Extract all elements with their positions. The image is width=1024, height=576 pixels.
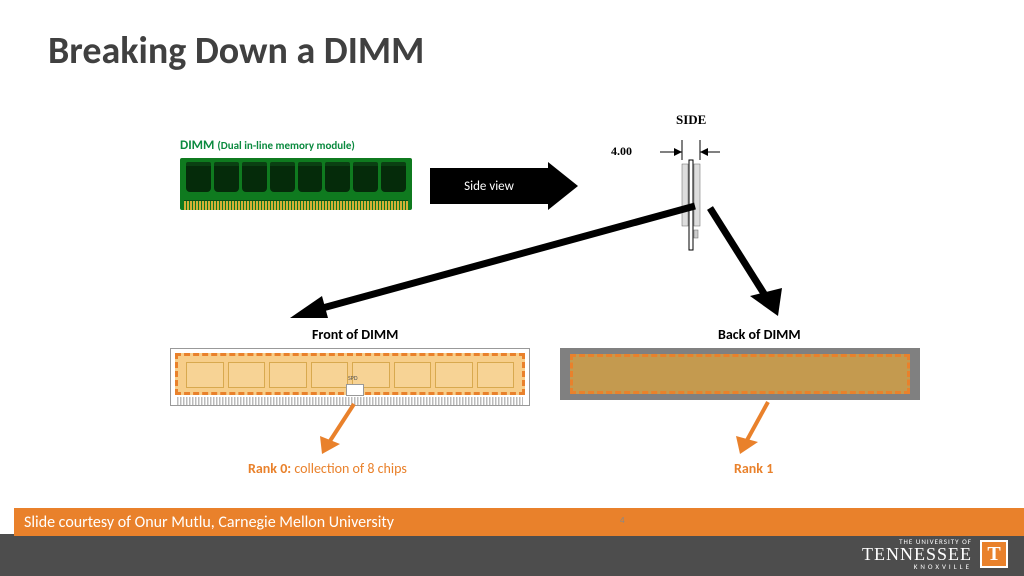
dimm-chip [353, 162, 378, 192]
ut-logo-line3: KNOXVILLE [862, 563, 972, 570]
spd-label: SPD [348, 374, 358, 382]
side-dim-value: 4.00 [611, 144, 632, 159]
ut-logo: THE UNIVERSITY OF TENNESSEE KNOXVILLE T [862, 538, 1008, 570]
page-number: 4 [620, 515, 625, 526]
arrow-to-back [700, 200, 850, 330]
front-chip-slot [269, 362, 307, 388]
dimm-chip [325, 162, 350, 192]
front-chip-slot [228, 362, 266, 388]
ut-logo-text: THE UNIVERSITY OF TENNESSEE KNOXVILLE [862, 538, 972, 570]
footer-credit-text: Slide courtesy of Onur Mutlu, Carnegie M… [24, 513, 394, 532]
dimm-label-sub: (Dual in-line memory module) [217, 139, 355, 152]
dimm-chip [186, 162, 211, 192]
dimm-label-main: DIMM [180, 138, 217, 153]
dimm-chip [298, 162, 323, 192]
front-chip-slot [394, 362, 432, 388]
rank0-label-bold: Rank 0: [248, 460, 294, 477]
front-dimm-diagram: SPD [170, 348, 530, 406]
spd-chip [346, 384, 364, 396]
dimm-chip [270, 162, 295, 192]
rank0-arrow [310, 400, 390, 462]
front-chip-slot [477, 362, 515, 388]
side-heading: SIDE [676, 112, 706, 128]
dimm-chip-row [180, 158, 412, 196]
rank1-label: Rank 1 [734, 460, 773, 477]
ut-logo-t-icon: T [980, 540, 1008, 568]
back-dimm-diagram [560, 348, 920, 400]
front-chip-slot [435, 362, 473, 388]
dimm-chip [242, 162, 267, 192]
slide-title: Breaking Down a DIMM [48, 28, 424, 74]
back-dimm-rank-highlight [570, 354, 910, 394]
rank0-label: Rank 0: collection of 8 chips [248, 460, 407, 477]
dimm-acronym-label: DIMM (Dual in-line memory module) [180, 138, 355, 153]
side-view-arrow: Side view [430, 168, 580, 204]
front-of-dimm-label: Front of DIMM [312, 326, 398, 343]
dimm-chip [214, 162, 239, 192]
rank1-arrow [720, 398, 790, 460]
side-view-arrow-label: Side view [430, 168, 548, 204]
footer-credit-bar: Slide courtesy of Onur Mutlu, Carnegie M… [14, 508, 1024, 536]
rank0-label-rest: collection of 8 chips [294, 460, 407, 477]
front-dimm-rank-highlight: SPD [175, 353, 525, 395]
back-of-dimm-label: Back of DIMM [718, 326, 801, 343]
front-chip-slot [311, 362, 349, 388]
dimm-chip [381, 162, 406, 192]
front-chip-slot [186, 362, 224, 388]
ut-logo-line2: TENNESSEE [862, 545, 972, 563]
arrow-to-front [280, 200, 710, 330]
